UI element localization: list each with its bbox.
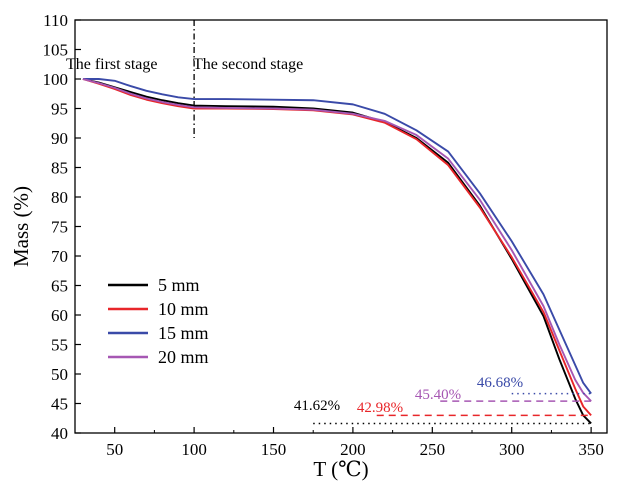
series-line-5mm: [82, 78, 592, 425]
y-tick-label: 95: [51, 100, 68, 119]
y-tick-label: 60: [51, 306, 68, 325]
residual-label: 45.40%: [415, 387, 461, 403]
x-tick-label: 350: [578, 440, 604, 459]
legend-label: 15 mm: [158, 323, 209, 343]
y-tick-label: 70: [51, 247, 68, 266]
y-tick-label: 55: [51, 336, 68, 355]
x-tick-label: 50: [106, 440, 123, 459]
y-axis-title: Mass (%): [9, 186, 33, 267]
y-tick-label: 85: [51, 159, 68, 178]
y-tick-label: 105: [43, 41, 69, 60]
legend-label: 20 mm: [158, 347, 209, 367]
y-tick-label: 65: [51, 277, 68, 296]
residual-label: 46.68%: [477, 375, 523, 391]
stage-label: The first stage: [66, 56, 158, 73]
legend: 5 mm 10 mm 15 mm 20 mm: [108, 275, 209, 367]
y-tick-label: 80: [51, 188, 68, 207]
residual-label: 42.98%: [357, 400, 403, 416]
series-line-20mm: [82, 78, 592, 402]
stage-label: The second stage: [193, 56, 303, 73]
legend-label: 10 mm: [158, 299, 209, 319]
y-tick-label: 90: [51, 129, 68, 148]
x-tick-label: 200: [340, 440, 366, 459]
series-layer: [82, 78, 592, 425]
y-tick-label: 110: [43, 11, 68, 30]
x-tick-label: 150: [261, 440, 287, 459]
x-tick-label: 300: [499, 440, 525, 459]
y-tick-label: 100: [43, 70, 69, 89]
x-axis-title: T (℃): [313, 457, 368, 481]
y-tick-label: 45: [51, 395, 68, 414]
series-line-15mm: [82, 78, 592, 395]
y-tick-label: 75: [51, 218, 68, 237]
x-tick-label: 250: [420, 440, 446, 459]
x-tick-label: 100: [181, 440, 207, 459]
legend-label: 5 mm: [158, 275, 200, 295]
y-tick-label: 50: [51, 365, 68, 384]
annotation-layer: 41.62% 42.98% 45.40% 46.68%: [294, 375, 592, 425]
residual-label: 41.62%: [294, 398, 340, 414]
plot-layer: The first stage The second stage: [66, 20, 303, 138]
plot-frame: [74, 19, 608, 434]
y-tick-label: 40: [51, 424, 68, 443]
axes: 50 100 150 200 250 300 350 40 45 50 55 60 65 70 75 80 85…: [43, 11, 608, 459]
